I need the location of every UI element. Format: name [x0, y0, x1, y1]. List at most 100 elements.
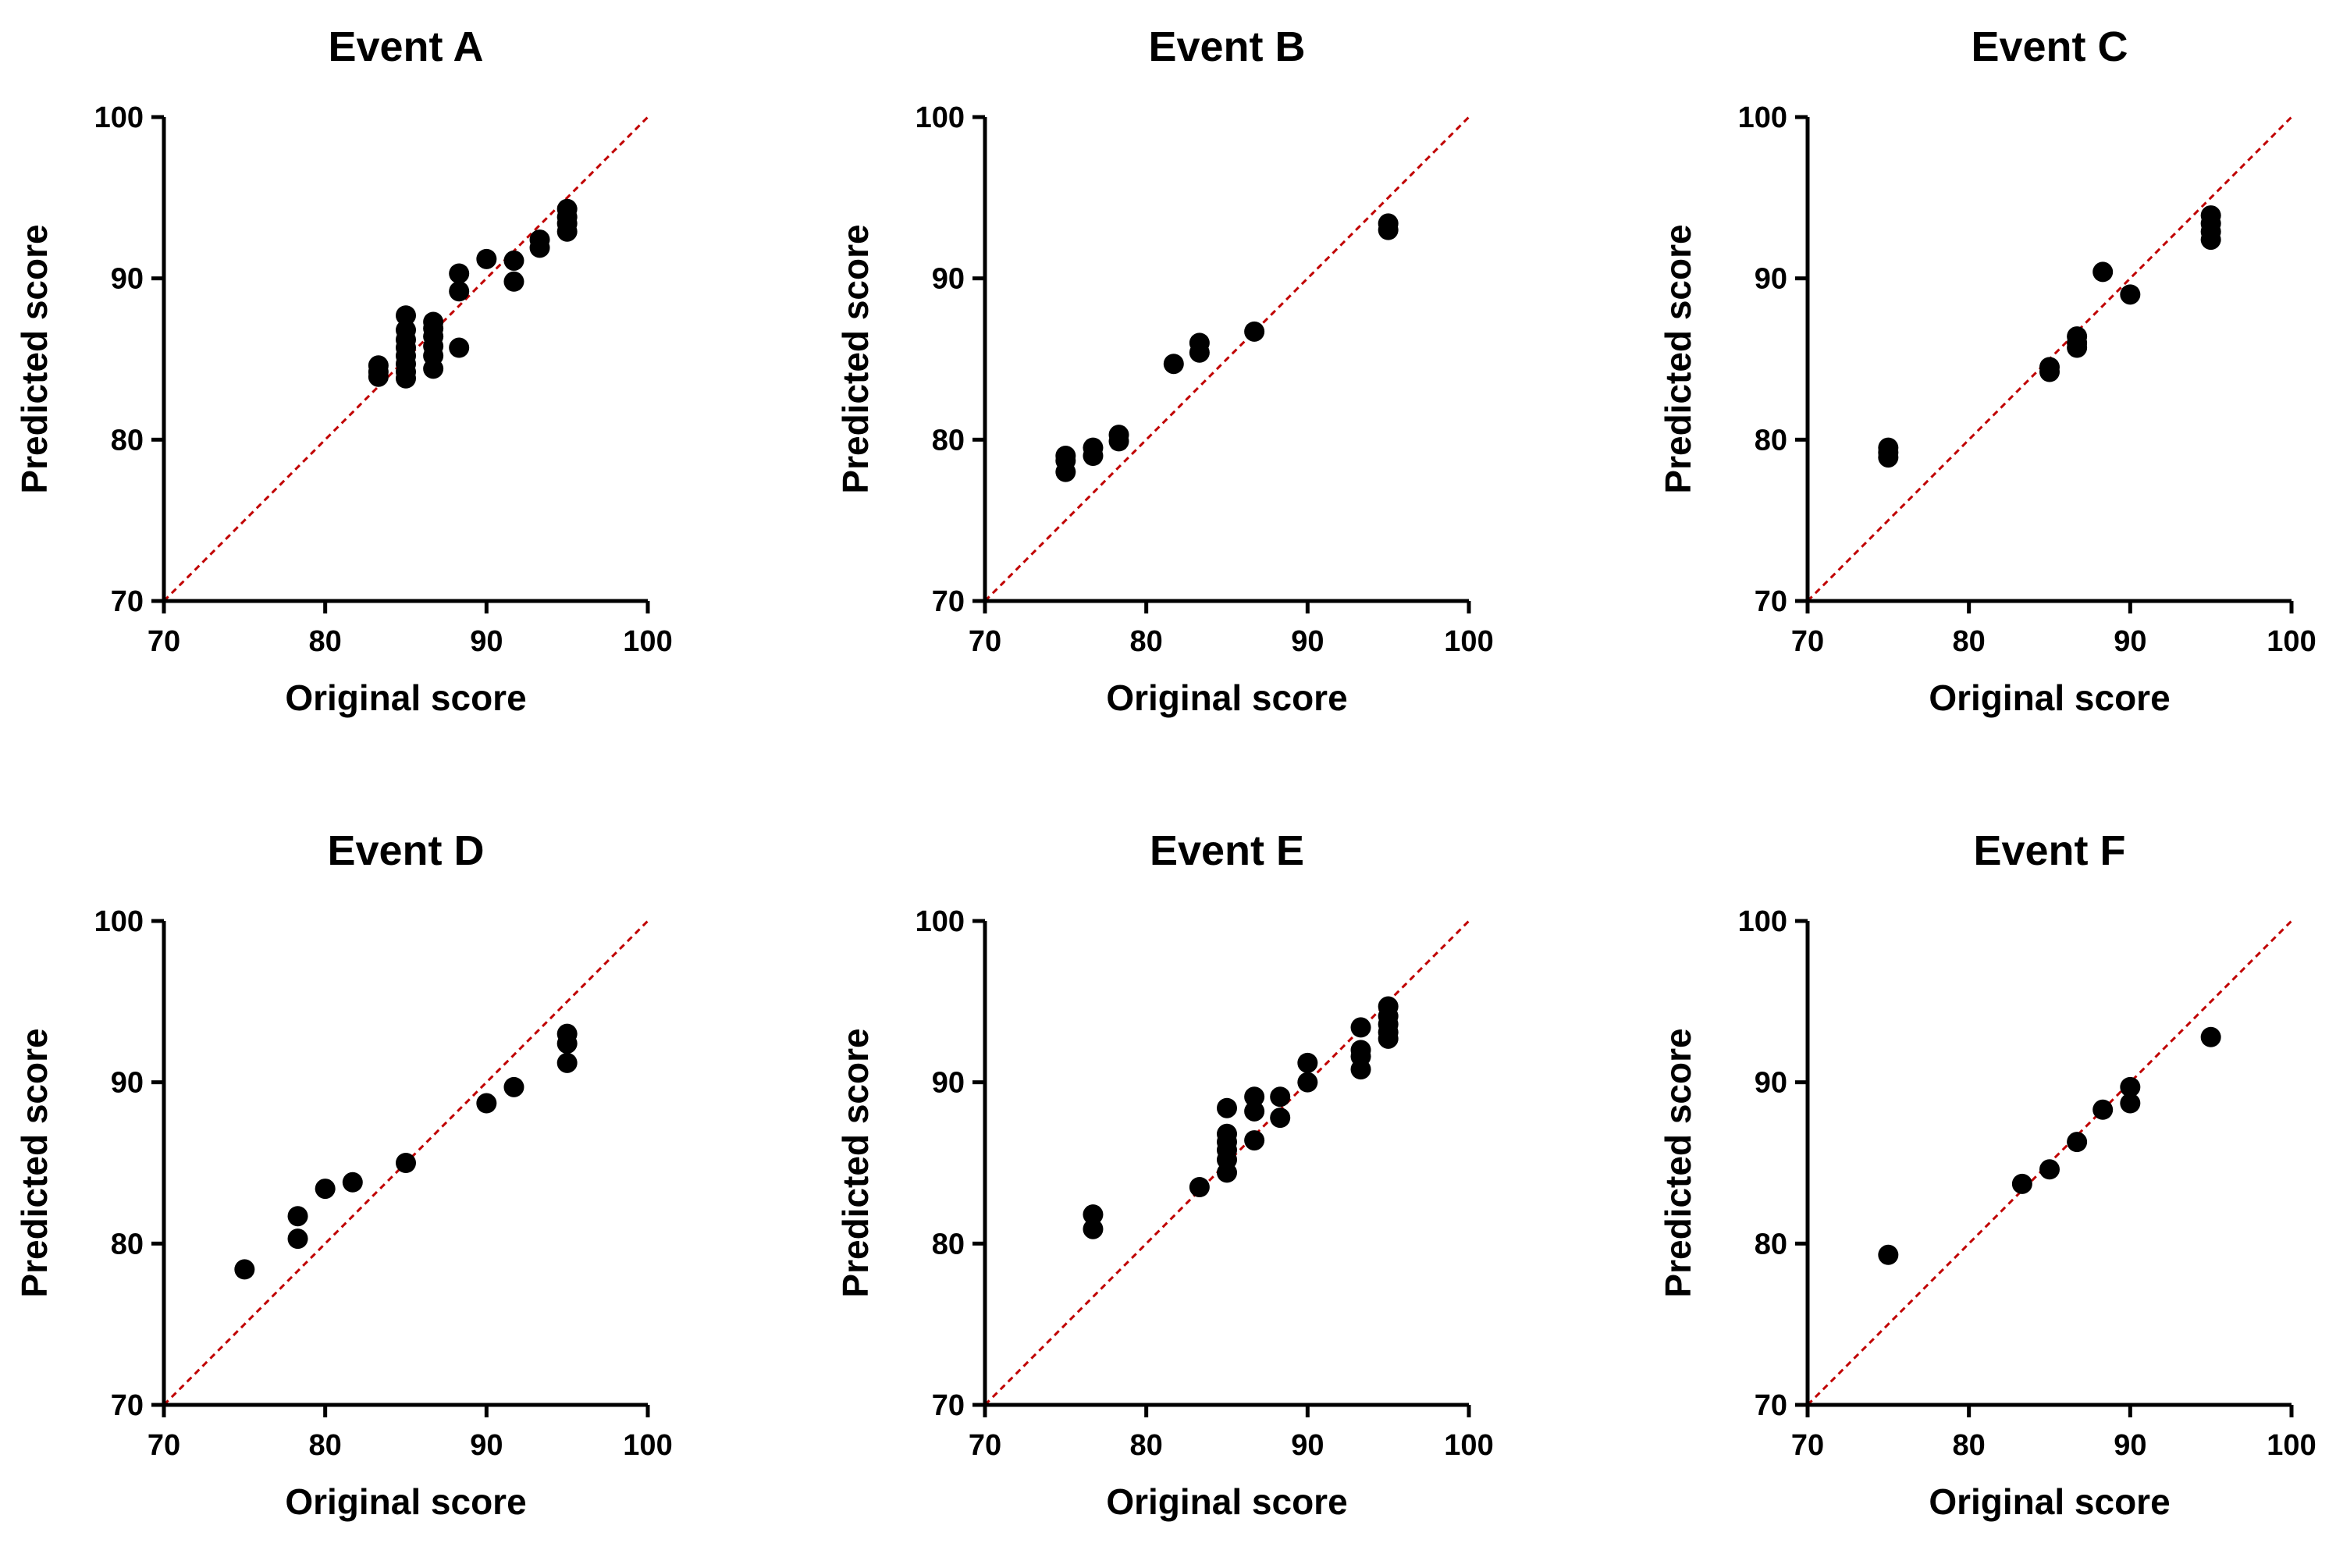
data-point — [234, 1259, 255, 1280]
data-point — [423, 311, 444, 332]
data-point — [449, 337, 470, 358]
y-tick-label: 70 — [932, 1389, 965, 1422]
y-tick-label: 80 — [932, 1228, 965, 1260]
y-tick-label: 90 — [111, 263, 144, 296]
x-axis-label: Original score — [1106, 677, 1347, 718]
y-axis-label: Predicted score — [14, 1028, 55, 1297]
y-tick-label: 80 — [1755, 424, 1787, 457]
data-point — [1244, 1086, 1265, 1108]
y-tick-label: 100 — [94, 101, 144, 134]
x-tick-label: 100 — [1444, 625, 1493, 658]
x-tick-label: 80 — [1130, 1429, 1163, 1462]
chart-panel: Event E 70 80 90 100 70 80 90 100 Original score P… — [835, 827, 1494, 1522]
y-tick-label: 90 — [932, 263, 965, 296]
x-tick-label: 100 — [2267, 625, 2316, 658]
y-tick-label: 90 — [1755, 263, 1787, 296]
y-tick-label: 80 — [1755, 1228, 1787, 1260]
y-tick-label: 70 — [111, 585, 144, 618]
data-point — [315, 1179, 336, 1200]
data-point — [1189, 1177, 1210, 1197]
data-point — [1244, 321, 1265, 342]
data-point — [396, 1153, 416, 1173]
data-point — [2092, 1099, 2114, 1120]
x-tick-label: 80 — [1130, 625, 1163, 658]
chart-title: Event C — [1971, 23, 2128, 70]
data-point — [2092, 261, 2114, 283]
data-point — [1350, 1040, 1371, 1061]
data-point — [1217, 1123, 1237, 1144]
data-point — [556, 1023, 578, 1044]
chart-title: Event E — [1150, 827, 1304, 874]
data-point — [287, 1228, 308, 1250]
chart-title: Event B — [1148, 23, 1305, 70]
data-point — [1378, 213, 1399, 234]
x-tick-label: 90 — [2114, 625, 2146, 658]
y-axis-label: Predicted score — [835, 224, 876, 493]
x-tick-label: 70 — [1791, 1429, 1824, 1462]
y-tick-label: 90 — [932, 1067, 965, 1100]
x-tick-label: 90 — [470, 1429, 503, 1462]
y-tick-label: 100 — [916, 101, 965, 134]
identity-reference-line — [983, 116, 1470, 603]
chart-title: Event D — [327, 827, 484, 874]
data-point — [476, 248, 497, 269]
data-point — [1083, 1204, 1104, 1225]
data-point — [1217, 1097, 1237, 1118]
x-tick-label: 80 — [309, 625, 342, 658]
x-tick-label: 70 — [1791, 625, 1824, 658]
data-point — [396, 319, 416, 340]
x-axis-label: Original score — [1929, 1481, 2170, 1522]
x-tick-label: 100 — [1444, 1429, 1493, 1462]
data-point — [1083, 437, 1104, 458]
data-point — [396, 305, 416, 326]
data-point — [2120, 284, 2141, 305]
chart-title: Event A — [328, 23, 483, 70]
data-point — [1244, 1130, 1265, 1151]
x-tick-label: 70 — [148, 625, 180, 658]
y-axis-label: Predicted score — [14, 224, 55, 493]
y-axis-label: Predicted score — [835, 1028, 876, 1297]
data-point — [1297, 1072, 1318, 1093]
x-axis-label: Original score — [285, 1481, 526, 1522]
data-point — [2039, 1159, 2060, 1180]
data-point — [1189, 332, 1210, 354]
data-point — [342, 1172, 363, 1193]
y-tick-label: 90 — [1755, 1067, 1787, 1100]
data-point — [2011, 1173, 2032, 1194]
y-tick-label: 100 — [94, 905, 144, 938]
data-point — [1083, 1218, 1104, 1239]
y-tick-label: 80 — [932, 424, 965, 457]
data-point — [2200, 205, 2221, 226]
x-tick-label: 90 — [2114, 1429, 2146, 1462]
y-tick-label: 80 — [111, 424, 144, 457]
chart-panel: Event C 70 80 90 100 70 80 90 100 Original score P… — [1658, 23, 2316, 718]
x-axis-label: Original score — [1929, 677, 2170, 718]
data-point — [1244, 1100, 1265, 1122]
data-point — [556, 198, 578, 219]
data-point — [287, 1206, 308, 1227]
chart-panel: Event D 70 80 90 100 70 80 90 100 Original score P… — [14, 827, 673, 1522]
x-tick-label: 80 — [1953, 625, 1986, 658]
x-tick-label: 70 — [969, 1429, 1001, 1462]
data-point — [503, 271, 524, 292]
x-tick-label: 100 — [2267, 1429, 2316, 1462]
data-point — [2067, 326, 2088, 347]
data-point — [2039, 357, 2060, 378]
x-tick-label: 100 — [623, 1429, 672, 1462]
data-point — [556, 1052, 578, 1073]
x-tick-label: 100 — [623, 625, 672, 658]
data-point — [2067, 1132, 2088, 1153]
y-tick-label: 70 — [1755, 585, 1787, 618]
x-tick-label: 90 — [1291, 625, 1324, 658]
data-point — [503, 1076, 524, 1097]
y-tick-label: 70 — [111, 1389, 144, 1422]
data-point — [449, 263, 470, 284]
y-tick-label: 90 — [111, 1067, 144, 1100]
data-point — [2200, 1026, 2221, 1047]
data-point — [1297, 1052, 1318, 1073]
chart-panel: Event B 70 80 90 100 70 80 90 100 Original score P… — [835, 23, 1494, 718]
data-point — [1378, 996, 1399, 1017]
x-tick-label: 70 — [148, 1429, 180, 1462]
y-tick-label: 100 — [1738, 905, 1787, 938]
